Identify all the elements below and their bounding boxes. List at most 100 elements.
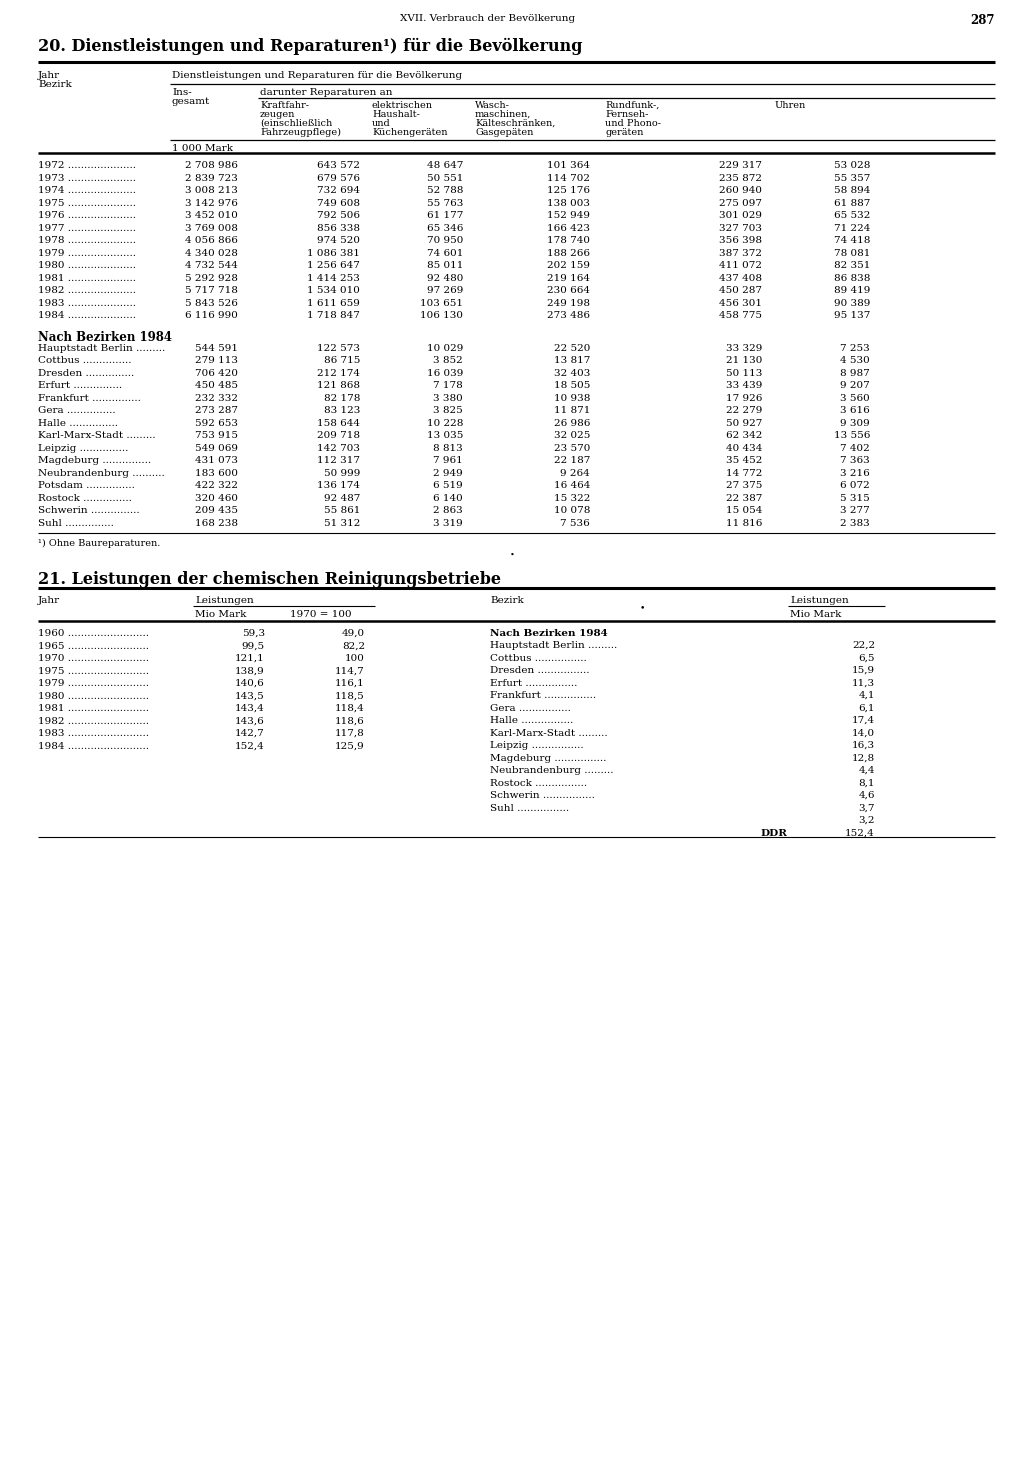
Text: elektrischen: elektrischen — [372, 101, 433, 109]
Text: 450 485: 450 485 — [195, 381, 238, 389]
Text: 140,6: 140,6 — [236, 679, 265, 688]
Text: 1 000 Mark: 1 000 Mark — [172, 144, 233, 153]
Text: 1 086 381: 1 086 381 — [307, 248, 360, 258]
Text: 16,3: 16,3 — [852, 741, 874, 749]
Text: 13 817: 13 817 — [554, 356, 590, 364]
Text: 219 164: 219 164 — [547, 274, 590, 283]
Text: 6 072: 6 072 — [841, 481, 870, 490]
Text: ¹) Ohne Baureparaturen.: ¹) Ohne Baureparaturen. — [38, 539, 161, 548]
Text: 1984 .........................: 1984 ......................... — [38, 742, 150, 751]
Text: Magdeburg ................: Magdeburg ................ — [490, 754, 606, 763]
Text: 3 825: 3 825 — [433, 405, 463, 416]
Text: 356 398: 356 398 — [719, 236, 762, 245]
Text: 114,7: 114,7 — [335, 666, 365, 675]
Text: Gera ................: Gera ................ — [490, 704, 570, 713]
Text: 106 130: 106 130 — [420, 311, 463, 319]
Text: 62 342: 62 342 — [726, 432, 762, 440]
Text: 9 309: 9 309 — [841, 418, 870, 427]
Text: 55 763: 55 763 — [427, 198, 463, 207]
Text: 209 435: 209 435 — [195, 506, 238, 515]
Text: Jahr: Jahr — [38, 71, 60, 80]
Text: 5 843 526: 5 843 526 — [185, 299, 238, 308]
Text: 13 035: 13 035 — [427, 432, 463, 440]
Text: 3 616: 3 616 — [841, 405, 870, 416]
Text: 14 772: 14 772 — [726, 468, 762, 478]
Text: 32 025: 32 025 — [554, 432, 590, 440]
Text: 138,9: 138,9 — [236, 666, 265, 675]
Text: Uhren: Uhren — [775, 101, 806, 109]
Text: Leipzig ................: Leipzig ................ — [490, 741, 584, 749]
Text: Haushalt-: Haushalt- — [372, 109, 420, 120]
Text: 2 708 986: 2 708 986 — [185, 160, 238, 171]
Text: 387 372: 387 372 — [719, 248, 762, 258]
Text: 22 187: 22 187 — [554, 456, 590, 465]
Text: 83 123: 83 123 — [324, 405, 360, 416]
Text: 1 534 010: 1 534 010 — [307, 286, 360, 295]
Text: •: • — [510, 551, 514, 558]
Text: 422 322: 422 322 — [195, 481, 238, 490]
Text: 706 420: 706 420 — [195, 369, 238, 378]
Text: 1977 .....................: 1977 ..................... — [38, 223, 136, 232]
Text: 8 813: 8 813 — [433, 443, 463, 452]
Text: Erfurt ................: Erfurt ................ — [490, 678, 578, 688]
Text: 85 011: 85 011 — [427, 261, 463, 270]
Text: 50 113: 50 113 — [726, 369, 762, 378]
Text: Ins-: Ins- — [172, 87, 191, 98]
Text: Jahr: Jahr — [38, 596, 60, 605]
Text: 183 600: 183 600 — [195, 468, 238, 478]
Text: Mio Mark: Mio Mark — [195, 609, 247, 620]
Text: 33 439: 33 439 — [726, 381, 762, 389]
Text: XVII. Verbrauch der Bevölkerung: XVII. Verbrauch der Bevölkerung — [400, 15, 575, 23]
Text: 3 142 976: 3 142 976 — [185, 198, 238, 207]
Text: 78 081: 78 081 — [834, 248, 870, 258]
Text: 61 177: 61 177 — [427, 211, 463, 220]
Text: Neubrandenburg ..........: Neubrandenburg .......... — [38, 468, 165, 478]
Text: 22,2: 22,2 — [852, 642, 874, 650]
Text: 273 486: 273 486 — [547, 311, 590, 319]
Text: 1970 .........................: 1970 ......................... — [38, 655, 150, 663]
Text: Karl-Marx-Stadt .........: Karl-Marx-Stadt ......... — [38, 432, 156, 440]
Text: 974 520: 974 520 — [317, 236, 360, 245]
Text: 212 174: 212 174 — [317, 369, 360, 378]
Text: 320 460: 320 460 — [195, 493, 238, 503]
Text: 118,6: 118,6 — [335, 716, 365, 726]
Text: 1981 .........................: 1981 ......................... — [38, 704, 150, 713]
Text: 58 894: 58 894 — [834, 187, 870, 195]
Text: 50 999: 50 999 — [324, 468, 360, 478]
Text: 101 364: 101 364 — [547, 160, 590, 171]
Text: 11,3: 11,3 — [852, 678, 874, 688]
Text: 1980 .....................: 1980 ..................... — [38, 261, 136, 270]
Text: 2 863: 2 863 — [433, 506, 463, 515]
Text: 95 137: 95 137 — [834, 311, 870, 319]
Text: 3 319: 3 319 — [433, 519, 463, 528]
Text: 8,1: 8,1 — [858, 779, 874, 787]
Text: 450 287: 450 287 — [719, 286, 762, 295]
Text: 51 312: 51 312 — [324, 519, 360, 528]
Text: Nach Bezirken 1984: Nach Bezirken 1984 — [490, 628, 608, 639]
Text: 10 938: 10 938 — [554, 394, 590, 402]
Text: 61 887: 61 887 — [834, 198, 870, 207]
Text: 411 072: 411 072 — [719, 261, 762, 270]
Text: 97 269: 97 269 — [427, 286, 463, 295]
Text: 33 329: 33 329 — [726, 344, 762, 353]
Text: 679 576: 679 576 — [317, 174, 360, 182]
Text: Leistungen: Leistungen — [195, 596, 254, 605]
Text: 82 351: 82 351 — [834, 261, 870, 270]
Text: 92 487: 92 487 — [324, 493, 360, 503]
Text: 121 868: 121 868 — [317, 381, 360, 389]
Text: 327 703: 327 703 — [719, 223, 762, 232]
Text: 1978 .....................: 1978 ..................... — [38, 236, 136, 245]
Text: 74 601: 74 601 — [427, 248, 463, 258]
Text: 13 556: 13 556 — [834, 432, 870, 440]
Text: 3 216: 3 216 — [841, 468, 870, 478]
Text: Kälteschränken,: Kälteschränken, — [475, 120, 555, 128]
Text: Frankfurt ...............: Frankfurt ............... — [38, 394, 141, 402]
Text: 202 159: 202 159 — [547, 261, 590, 270]
Text: 23 570: 23 570 — [554, 443, 590, 452]
Text: 17 926: 17 926 — [726, 394, 762, 402]
Text: 7 536: 7 536 — [560, 519, 590, 528]
Text: 143,5: 143,5 — [236, 691, 265, 700]
Text: 166 423: 166 423 — [547, 223, 590, 232]
Text: 49,0: 49,0 — [342, 628, 365, 639]
Text: 71 224: 71 224 — [834, 223, 870, 232]
